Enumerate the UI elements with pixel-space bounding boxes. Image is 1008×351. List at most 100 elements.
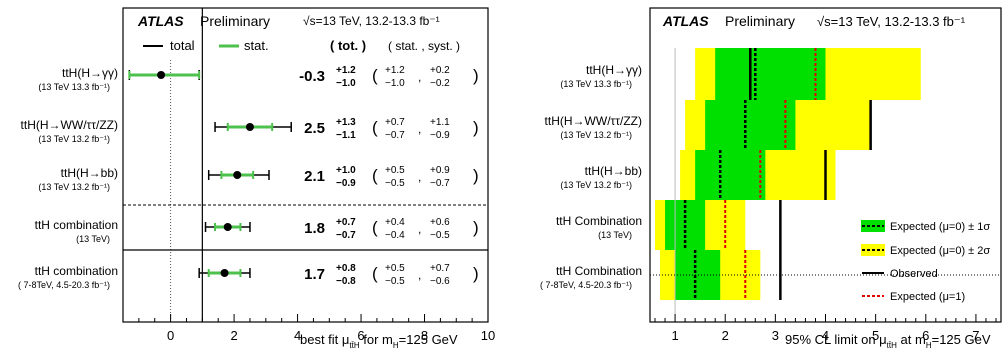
row-label: ttH(H→WW/ττ/ZZ) (545, 114, 642, 128)
row-sublabel: (13 TeV 13.2 fb⁻¹) (560, 180, 632, 190)
syst-dn: −0.2 (430, 78, 450, 89)
right-energy-label: √s=13 TeV, 13.2-13.3 fb⁻¹ (817, 14, 966, 29)
row-sublabel: (13 TeV 13.2 fb⁻¹) (38, 182, 110, 192)
one-sigma-band (675, 250, 721, 300)
row-sublabel: (13 TeV 13.3 fb⁻¹) (38, 82, 110, 92)
stat-dn: −0.5 (385, 178, 405, 189)
row-sublabel: ( 7-8TeV, 4.5-20.3 fb⁻¹) (18, 280, 110, 290)
row-label: ttH combination (35, 218, 118, 232)
comma: , (418, 170, 421, 184)
x-tick-label: 2 (230, 328, 237, 343)
one-sigma-band (715, 48, 826, 100)
central-value-point (233, 171, 242, 179)
left-frame (122, 7, 489, 323)
central-value-point (157, 71, 166, 79)
row-sublabel: (13 TeV 13.3 fb⁻¹) (560, 79, 632, 89)
tot-dn: −0.7 (336, 230, 356, 241)
tot-dn: −1.0 (336, 78, 356, 89)
row-sublabel: (13 TeV) (76, 234, 110, 244)
mu-value: -0.3 (299, 68, 325, 85)
legend-observed-label: Observed (890, 268, 938, 280)
right-atlas-label: ATLAS (662, 13, 709, 29)
left-panel: 0 2 4 6 8 10 -0.3 +1.2 −1.0 (+1.2 −1.0, +0.2 −0.2) 2.… (122, 7, 495, 350)
x-tick-label: 10 (481, 328, 495, 343)
syst-up: +0.6 (430, 217, 450, 228)
paren-open: ( (372, 264, 378, 283)
syst-dn: −0.7 (430, 178, 450, 189)
stat-up: +0.5 (385, 165, 405, 176)
x-tick-label: 7 (972, 328, 979, 343)
x-tick-label: 2 (722, 328, 729, 343)
central-value-point (220, 269, 229, 277)
stat-up: +1.2 (385, 65, 405, 76)
stat-up: +0.5 (385, 263, 405, 274)
legend-total-label: total (170, 38, 195, 53)
left-status-label: Preliminary (200, 13, 270, 29)
central-value-point (223, 223, 232, 231)
syst-dn: −0.6 (430, 276, 450, 287)
stat-dn: −0.7 (385, 130, 405, 141)
one-sigma-band (695, 150, 766, 200)
syst-up: +0.9 (430, 165, 450, 176)
comma: , (418, 222, 421, 236)
left-energy-label: √s=13 TeV, 13.2-13.3 fb⁻¹ (303, 14, 440, 28)
one-sigma-band (705, 100, 796, 150)
x-tick-label: 6 (357, 328, 364, 343)
row-label: ttH(H→γγ) (586, 63, 642, 77)
mu-value: 1.7 (304, 266, 325, 283)
tot-up: +1.2 (336, 65, 356, 76)
stat-up: +0.4 (385, 217, 405, 228)
row-label: ttH Combination (556, 214, 642, 228)
paren-close: ) (473, 166, 479, 185)
tot-up: +0.7 (336, 217, 356, 228)
tot-dn: −0.9 (336, 178, 356, 189)
comma: , (418, 268, 421, 282)
comma: , (418, 122, 421, 136)
mu-value: 2.5 (304, 120, 325, 137)
row-label: ttH(H→bb) (61, 166, 118, 180)
mu-value: 1.8 (304, 220, 325, 237)
row-sublabel: (13 TeV) (598, 230, 632, 240)
right-panel: 1 2 3 4 5 6 7 ATLAS Preliminary √s=13 TeV, 13.… (649, 7, 1002, 350)
row-sublabel: ( 7-8TeV, 4.5-20.3 fb⁻¹) (540, 280, 632, 290)
tot-up: +1.3 (336, 117, 356, 128)
paren-open: ( (372, 118, 378, 137)
tot-up: +0.8 (336, 263, 356, 274)
stat-dn: −0.4 (385, 230, 405, 241)
paren-open: ( (372, 218, 378, 237)
legend-expected-mu1-label: Expected (μ=1) (890, 291, 965, 303)
syst-up: +1.1 (430, 117, 450, 128)
mu-value: 2.1 (304, 168, 325, 185)
x-tick-label: 5 (872, 328, 879, 343)
stat-up: +0.7 (385, 117, 405, 128)
row-sublabel: (13 TeV 13.2 fb⁻¹) (560, 130, 632, 140)
paren-close: ) (473, 218, 479, 237)
column-header-stat-syst: ( stat. , syst. ) (388, 39, 460, 53)
row-label: ttH(H→γγ) (62, 66, 118, 80)
stat-dn: −1.0 (385, 78, 405, 89)
left-plot-elements: 0 2 4 6 8 10 -0.3 +1.2 −1.0 (+1.2 −1.0, +0.2 −0.2) 2.… (123, 8, 495, 343)
syst-dn: −0.9 (430, 130, 450, 141)
x-tick-label: 3 (772, 328, 779, 343)
x-tick-label: 4 (294, 328, 301, 343)
paren-close: ) (473, 118, 479, 137)
tot-dn: −1.1 (336, 130, 356, 141)
x-tick-label: 6 (922, 328, 929, 343)
row-sublabel: (13 TeV 13.2 fb⁻¹) (38, 134, 110, 144)
right-xlabel: 95% CL limit on μtt̄H at mH=125 GeV (785, 332, 991, 350)
right-status-label: Preliminary (725, 13, 795, 29)
comma: , (418, 70, 421, 84)
legend-two-sigma-label: Expected (μ=0) ± 2σ (890, 245, 990, 257)
row-label: ttH(H→bb) (585, 164, 642, 178)
right-frame (649, 7, 1002, 323)
legend-one-sigma-label: Expected (μ=0) ± 1σ (890, 221, 990, 233)
syst-up: +0.7 (430, 263, 450, 274)
paren-close: ) (473, 66, 479, 85)
legend-stat-label: stat. (244, 38, 269, 53)
x-tick-label: 0 (167, 328, 174, 343)
paren-open: ( (372, 166, 378, 185)
left-atlas-label: ATLAS (137, 13, 184, 29)
row-label: ttH(H→WW/ττ/ZZ) (21, 118, 118, 132)
syst-up: +0.2 (430, 65, 450, 76)
